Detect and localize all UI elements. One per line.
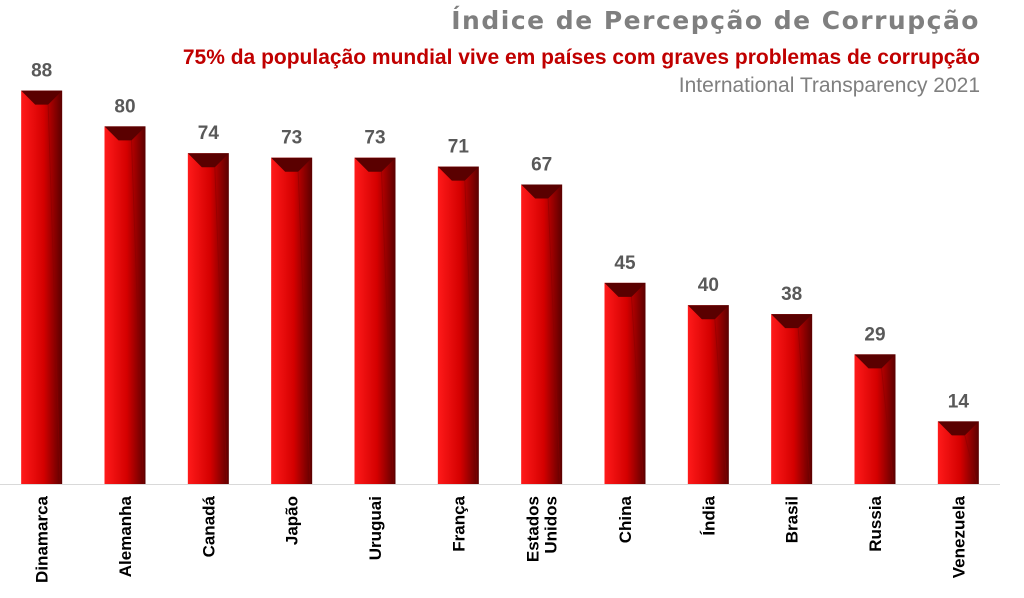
bars-group <box>21 90 979 485</box>
value-label: 40 <box>698 275 719 296</box>
category-label: Japão <box>283 496 302 545</box>
value-label: 73 <box>364 128 385 149</box>
value-label: 71 <box>448 137 470 158</box>
bar-edge <box>631 296 644 485</box>
value-label: 45 <box>614 253 636 274</box>
bar-edge <box>547 198 561 485</box>
category-label: China <box>616 495 635 543</box>
bar-face <box>271 157 313 484</box>
bar-índia <box>687 305 729 485</box>
bar-top-bevel <box>854 354 896 369</box>
bar-edge <box>381 171 394 485</box>
bar-top-bevel <box>437 166 479 181</box>
bar-top-bevel <box>104 126 146 141</box>
bar-top-bevel <box>354 157 396 172</box>
bar-top-bevel <box>271 157 313 172</box>
value-label: 38 <box>781 284 802 305</box>
bar-venezuela <box>937 421 979 485</box>
category-label: França <box>449 495 468 551</box>
chart-subtitle: 75% da população mundial vive em países … <box>182 46 980 69</box>
bar-face <box>604 282 646 484</box>
bar-canadá <box>187 153 229 485</box>
bar-japão <box>271 157 313 485</box>
value-label: 88 <box>31 61 52 82</box>
bar-top-bevel <box>521 184 563 199</box>
bar-edge <box>797 328 811 485</box>
bar-face <box>687 305 729 484</box>
bar-face <box>21 90 63 484</box>
category-label: EstadosUnidos <box>524 496 561 562</box>
value-label: 73 <box>281 128 302 149</box>
value-label: 67 <box>531 155 552 176</box>
category-label: Alemanha <box>116 495 135 577</box>
category-label: Canadá <box>199 495 218 557</box>
bar-face <box>521 184 563 484</box>
bar-face <box>771 314 813 484</box>
bar-top-bevel <box>604 282 646 297</box>
value-labels-group: 88 80 74 73 73 71 67 45 40 38 29 14 <box>31 61 969 413</box>
bar-edge <box>881 368 894 485</box>
bar-brasil <box>771 314 813 485</box>
bar-dinamarca <box>21 90 63 485</box>
category-label: Venezuela <box>949 495 968 578</box>
value-label: 29 <box>864 324 885 345</box>
bar-edge <box>464 180 478 485</box>
chart-title: Índice de Percepção de Corrupção <box>451 6 980 35</box>
bar-top-bevel <box>771 314 813 329</box>
bar-edge <box>131 140 144 485</box>
bar-alemanha <box>104 126 146 485</box>
bar-china <box>604 282 646 485</box>
bar-face <box>354 157 396 484</box>
bar-edge <box>297 171 311 485</box>
bar-edge <box>964 435 978 485</box>
bar-top-bevel <box>687 305 729 320</box>
category-label: Russia <box>866 495 885 551</box>
bar-russia <box>854 354 896 485</box>
bar-uruguai <box>354 157 396 485</box>
category-label: Índia <box>699 495 718 535</box>
category-label: Brasil <box>783 496 802 543</box>
category-label: Dinamarca <box>33 495 52 582</box>
chart-source: International Transparency 2021 <box>678 74 980 97</box>
bar-face <box>104 126 146 485</box>
bar-edge <box>47 104 61 485</box>
bar-face <box>187 153 229 484</box>
value-label: 74 <box>198 123 220 144</box>
category-label: Uruguai <box>366 496 385 560</box>
bar-top-bevel <box>187 153 229 168</box>
value-label: 80 <box>114 96 135 117</box>
category-labels-group: Dinamarca Alemanha Canadá Japão Uruguai Franç… <box>33 495 969 582</box>
bar-estados-unidos <box>521 184 563 485</box>
bar-face <box>854 354 896 484</box>
bar-top-bevel <box>937 421 979 436</box>
bar-frança <box>437 166 479 485</box>
bar-edge <box>714 319 728 485</box>
bar-edge <box>214 167 228 485</box>
bar-face <box>437 166 479 484</box>
value-label: 14 <box>948 391 970 412</box>
bar-top-bevel <box>21 90 63 105</box>
